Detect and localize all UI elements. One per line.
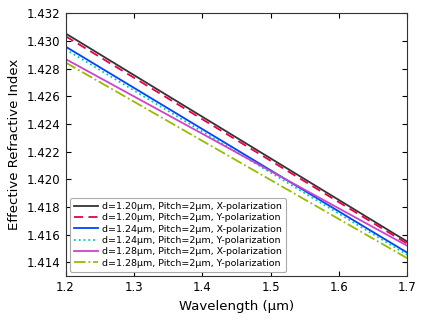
d=1.20μm, Pitch=2μm, X-polarization [266,155,272,159]
d=1.28μm, Pitch=2μm, X-polarization [343,210,348,214]
d=1.24μm, Pitch=2μm, Y-polarization [225,145,230,149]
d=1.24μm, Pitch=2μm, Y-polarization [343,216,348,220]
d=1.20μm, Pitch=2μm, X-polarization [227,132,232,135]
d=1.28μm, Pitch=2μm, Y-polarization [63,61,68,65]
d=1.24μm, Pitch=2μm, Y-polarization [405,253,410,257]
d=1.20μm, Pitch=2μm, Y-polarization [227,134,232,138]
d=1.28μm, Pitch=2μm, Y-polarization [225,153,230,157]
d=1.24μm, Pitch=2μm, X-polarization [266,167,272,171]
Line: d=1.28μm, Pitch=2μm, Y-polarization: d=1.28μm, Pitch=2μm, Y-polarization [65,63,407,258]
d=1.28μm, Pitch=2μm, Y-polarization [227,155,232,159]
d=1.28μm, Pitch=2μm, X-polarization [266,168,272,172]
d=1.28μm, Pitch=2μm, Y-polarization [343,221,348,225]
Line: d=1.20μm, Pitch=2μm, X-polarization: d=1.20μm, Pitch=2μm, X-polarization [65,33,407,242]
d=1.20μm, Pitch=2μm, Y-polarization [266,158,272,162]
d=1.20μm, Pitch=2μm, Y-polarization [63,34,68,38]
d=1.20μm, Pitch=2μm, X-polarization [397,235,402,239]
d=1.20μm, Pitch=2μm, Y-polarization [248,147,253,151]
d=1.28μm, Pitch=2μm, Y-polarization [266,177,272,181]
d=1.20μm, Pitch=2μm, Y-polarization [343,204,348,208]
d=1.20μm, Pitch=2μm, Y-polarization [225,133,230,137]
d=1.24μm, Pitch=2μm, Y-polarization [397,248,402,252]
d=1.24μm, Pitch=2μm, X-polarization [227,144,232,148]
d=1.28μm, Pitch=2μm, Y-polarization [397,252,402,256]
Legend: d=1.20μm, Pitch=2μm, X-polarization, d=1.20μm, Pitch=2μm, Y-polarization, d=1.24: d=1.20μm, Pitch=2μm, X-polarization, d=1… [70,198,286,272]
d=1.20μm, Pitch=2μm, X-polarization [405,240,410,244]
d=1.28μm, Pitch=2μm, X-polarization [405,244,410,248]
d=1.24μm, Pitch=2μm, X-polarization [397,246,402,250]
Line: d=1.20μm, Pitch=2μm, Y-polarization: d=1.20μm, Pitch=2μm, Y-polarization [65,36,407,244]
d=1.24μm, Pitch=2μm, X-polarization [343,213,348,217]
d=1.28μm, Pitch=2μm, X-polarization [227,147,232,151]
d=1.20μm, Pitch=2μm, X-polarization [343,202,348,206]
d=1.28μm, Pitch=2μm, X-polarization [225,146,230,150]
d=1.28μm, Pitch=2μm, Y-polarization [405,256,410,260]
d=1.24μm, Pitch=2μm, Y-polarization [227,146,232,150]
d=1.28μm, Pitch=2μm, Y-polarization [248,167,253,170]
Line: d=1.24μm, Pitch=2μm, X-polarization: d=1.24μm, Pitch=2μm, X-polarization [65,47,407,253]
d=1.24μm, Pitch=2μm, X-polarization [248,156,253,160]
d=1.28μm, Pitch=2μm, X-polarization [63,57,68,61]
d=1.24μm, Pitch=2μm, X-polarization [63,45,68,48]
d=1.20μm, Pitch=2μm, X-polarization [248,144,253,148]
d=1.24μm, Pitch=2μm, Y-polarization [63,48,68,51]
d=1.20μm, Pitch=2μm, Y-polarization [405,242,410,246]
d=1.28μm, Pitch=2μm, X-polarization [397,239,402,243]
d=1.24μm, Pitch=2μm, Y-polarization [266,170,272,174]
d=1.20μm, Pitch=2μm, X-polarization [63,31,68,35]
Line: d=1.24μm, Pitch=2μm, Y-polarization: d=1.24μm, Pitch=2μm, Y-polarization [65,49,407,255]
X-axis label: Wavelength (μm): Wavelength (μm) [179,300,294,313]
Y-axis label: Effective Refractive Index: Effective Refractive Index [8,59,21,230]
d=1.20μm, Pitch=2μm, X-polarization [225,130,230,134]
d=1.24μm, Pitch=2μm, X-polarization [225,143,230,146]
d=1.24μm, Pitch=2μm, X-polarization [405,251,410,255]
d=1.24μm, Pitch=2μm, Y-polarization [248,159,253,162]
Line: d=1.28μm, Pitch=2μm, X-polarization: d=1.28μm, Pitch=2μm, X-polarization [65,59,407,246]
d=1.20μm, Pitch=2μm, Y-polarization [397,237,402,241]
d=1.28μm, Pitch=2μm, X-polarization [248,158,253,162]
